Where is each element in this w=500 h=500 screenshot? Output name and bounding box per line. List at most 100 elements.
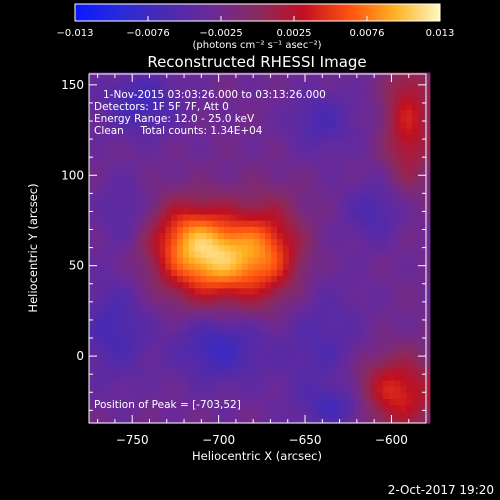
heatmap-cell [165, 343, 172, 350]
heatmap-cell [282, 72, 290, 80]
heatmap-cell [200, 170, 208, 178]
heatmap-cell [183, 109, 190, 117]
heatmap-cell [376, 158, 384, 166]
heatmap-cell [200, 410, 208, 418]
heatmap-cell [382, 349, 390, 356]
heatmap-cell [271, 306, 278, 313]
heatmap-cell [271, 127, 278, 135]
heatmap-cell [124, 275, 131, 283]
heatmap-cell [241, 392, 249, 400]
heatmap-cell [288, 109, 296, 117]
heatmap-cell [388, 336, 396, 344]
heatmap-cell [118, 263, 125, 270]
heatmap-cell [306, 392, 313, 400]
heatmap-cell [177, 257, 184, 264]
heatmap-cell [94, 183, 102, 190]
heatmap-cell [130, 177, 137, 184]
heatmap-cell [212, 164, 219, 172]
heatmap-cell [230, 121, 237, 129]
heatmap-cell [194, 72, 202, 80]
heatmap-cell [394, 121, 402, 129]
heatmap-cell [329, 226, 337, 234]
heatmap-cell [335, 330, 343, 338]
heatmap-cell [318, 306, 325, 313]
heatmap-cell [230, 416, 237, 424]
heatmap-cell [224, 115, 231, 123]
heatmap-cell [406, 201, 413, 209]
heatmap-cell [306, 146, 313, 154]
heatmap-cell [106, 293, 114, 301]
heatmap-cell [130, 343, 137, 350]
heatmap-cell [371, 164, 378, 172]
heatmap-cell [218, 220, 225, 227]
heatmap-cell [200, 349, 208, 356]
heatmap-cell [371, 336, 378, 344]
heatmap-cell [371, 349, 378, 356]
heatmap-cell [183, 324, 190, 332]
heatmap-cell [171, 201, 178, 209]
heatmap-cell [365, 115, 372, 123]
heatmap-cell [423, 84, 431, 92]
heatmap-cell [371, 306, 378, 313]
heatmap-cell [282, 306, 290, 313]
heatmap-cell [153, 238, 161, 246]
heatmap-cell [277, 213, 284, 221]
heatmap-cell [365, 269, 372, 277]
heatmap-cell [188, 281, 196, 289]
heatmap-cell [259, 84, 266, 92]
heatmap-cell [288, 275, 296, 283]
heatmap-cell [206, 275, 213, 283]
heatmap-cell [394, 201, 402, 209]
heatmap-cell [206, 312, 213, 320]
heatmap-cell [118, 232, 125, 240]
heatmap-cell [265, 91, 272, 98]
heatmap-cell [306, 293, 313, 301]
heatmap-cell [294, 416, 302, 424]
heatmap-cell [294, 72, 302, 80]
heatmap-cell [94, 158, 102, 166]
heatmap-cell [324, 318, 331, 326]
heatmap-cell [212, 195, 219, 203]
heatmap-cell [400, 367, 407, 375]
heatmap-cell [112, 109, 119, 117]
heatmap-cell [94, 250, 102, 258]
heatmap-cell [353, 207, 360, 215]
heatmap-cell [347, 152, 355, 160]
heatmap-cell [412, 257, 419, 264]
heatmap-cell [400, 177, 407, 184]
heatmap-cell [141, 336, 149, 344]
heatmap-cell [106, 84, 114, 92]
heatmap-cell [353, 361, 360, 369]
heatmap-cell [312, 103, 319, 111]
info-block: 1-Nov-2015 03:03:26.000 to 03:13:26.000 … [94, 89, 326, 137]
heatmap-cell [271, 220, 278, 227]
heatmap-cell [235, 232, 243, 240]
heatmap-cell [130, 201, 137, 209]
heatmap-cell [312, 312, 319, 320]
heatmap-cell [300, 207, 308, 215]
heatmap-cell [188, 109, 196, 117]
heatmap-cell [376, 287, 384, 295]
heatmap-cell [130, 281, 137, 289]
heatmap-cell [136, 281, 143, 289]
heatmap-cell [288, 244, 296, 252]
heatmap-cell [171, 170, 178, 178]
heatmap-cell [89, 164, 96, 172]
heatmap-cell [224, 349, 231, 356]
heatmap-cell [300, 140, 308, 147]
heatmap-cell [147, 306, 155, 313]
heatmap-cell [388, 115, 396, 123]
heatmap-cell [253, 121, 261, 129]
heatmap-cell [106, 386, 114, 393]
heatmap-cell [89, 109, 96, 117]
heatmap-cell [353, 367, 360, 375]
heatmap-cell [183, 127, 190, 135]
heatmap-cell [94, 84, 102, 92]
heatmap-cell [100, 134, 108, 141]
heatmap-cell [359, 220, 366, 227]
heatmap-cell [306, 158, 313, 166]
heatmap-cell [418, 226, 425, 234]
heatmap-cell [318, 336, 325, 344]
heatmap-cell [423, 115, 431, 123]
heatmap-cell [382, 275, 390, 283]
